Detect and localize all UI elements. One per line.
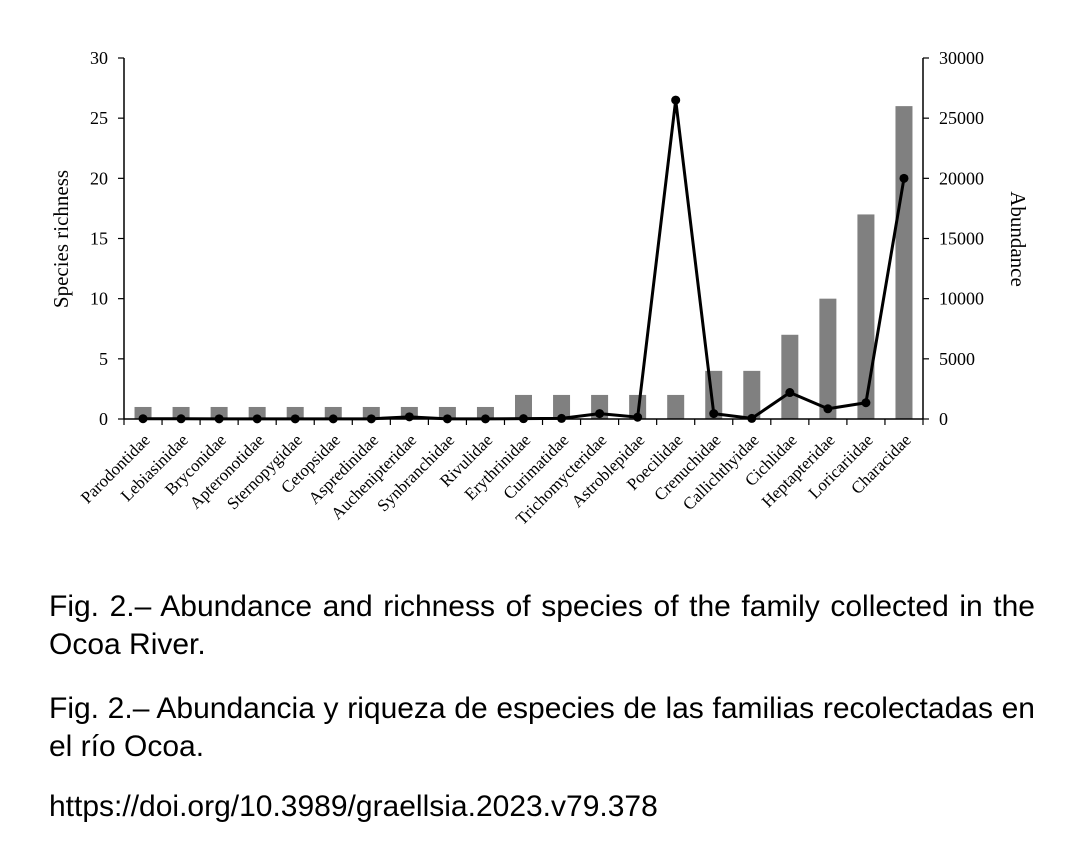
point-characidae xyxy=(899,173,909,183)
y-left-tick-label: 25 xyxy=(90,108,108,128)
point-astroblepidae xyxy=(633,412,643,422)
bar-cetopsidae xyxy=(324,406,342,419)
point-auchenipteridae xyxy=(404,412,414,422)
y-axis-right-title: Abundance xyxy=(1006,191,1030,287)
chart-svg: 0 5 10 15 20 25 30 0 5000 10000 15000 20000 25000 300… xyxy=(49,48,1030,529)
bar-loricariidae xyxy=(857,214,875,419)
bar-series xyxy=(134,106,913,419)
y-left-tick-label: 5 xyxy=(99,349,108,369)
bar-erythrinidae xyxy=(515,394,532,419)
y-right-tick-label: 5000 xyxy=(939,349,975,369)
y-right-tick-label: 0 xyxy=(939,409,948,429)
y-axis-left-title: Species richness xyxy=(49,170,73,308)
bar-apteronotidae xyxy=(248,406,266,419)
y-right-tick-label: 25000 xyxy=(939,108,984,128)
bar-curimatidae xyxy=(553,394,571,419)
y-left-tick-label: 15 xyxy=(90,229,108,249)
bar-callichthyidae xyxy=(743,370,761,419)
y-right-tick-label: 10000 xyxy=(939,289,984,309)
bar-synbranchidae xyxy=(438,406,456,419)
point-poecilidae xyxy=(671,95,681,105)
y-left-tick-label: 20 xyxy=(90,168,108,188)
bar-heptapteridae xyxy=(819,298,837,419)
bar-lebiasinidae xyxy=(172,406,190,419)
combo-chart: 0 5 10 15 20 25 30 0 5000 10000 15000 20000 25000 300… xyxy=(49,48,1030,529)
y-right-tick-label: 20000 xyxy=(939,168,984,188)
bar-bryconidae xyxy=(210,406,228,419)
bar-aspredinidae xyxy=(362,406,380,419)
y-left-tick-label: 30 xyxy=(90,48,108,68)
bar-rivulidae xyxy=(476,406,494,419)
bar-cichlidae xyxy=(781,334,799,419)
figure-caption-spanish: Fig. 2.– Abundancia y riqueza de especie… xyxy=(49,692,1035,763)
y-right-tick-label: 30000 xyxy=(939,48,984,68)
y-left-tick-label: 0 xyxy=(99,409,108,429)
figure-caption-english: Fig. 2.– Abundance and richness of speci… xyxy=(49,590,1035,661)
bar-poecilidae xyxy=(667,394,685,419)
bar-characidae xyxy=(895,106,913,419)
point-trichomycteridae xyxy=(595,409,605,419)
y-left-tick-label: 10 xyxy=(90,289,108,309)
doi-link-text: https://doi.org/10.3989/graellsia.2023.v… xyxy=(49,790,658,823)
axes: 0 5 10 15 20 25 30 0 5000 10000 15000 20000 25000 300… xyxy=(77,48,984,529)
y-right-tick-label: 15000 xyxy=(939,229,984,249)
bar-sternopygidae xyxy=(286,406,304,419)
point-heptapteridae xyxy=(823,404,833,414)
point-loricariidae xyxy=(861,398,871,408)
bar-parodontidae xyxy=(134,406,152,419)
point-crenuchidae xyxy=(709,409,719,419)
point-cichlidae xyxy=(785,388,795,398)
